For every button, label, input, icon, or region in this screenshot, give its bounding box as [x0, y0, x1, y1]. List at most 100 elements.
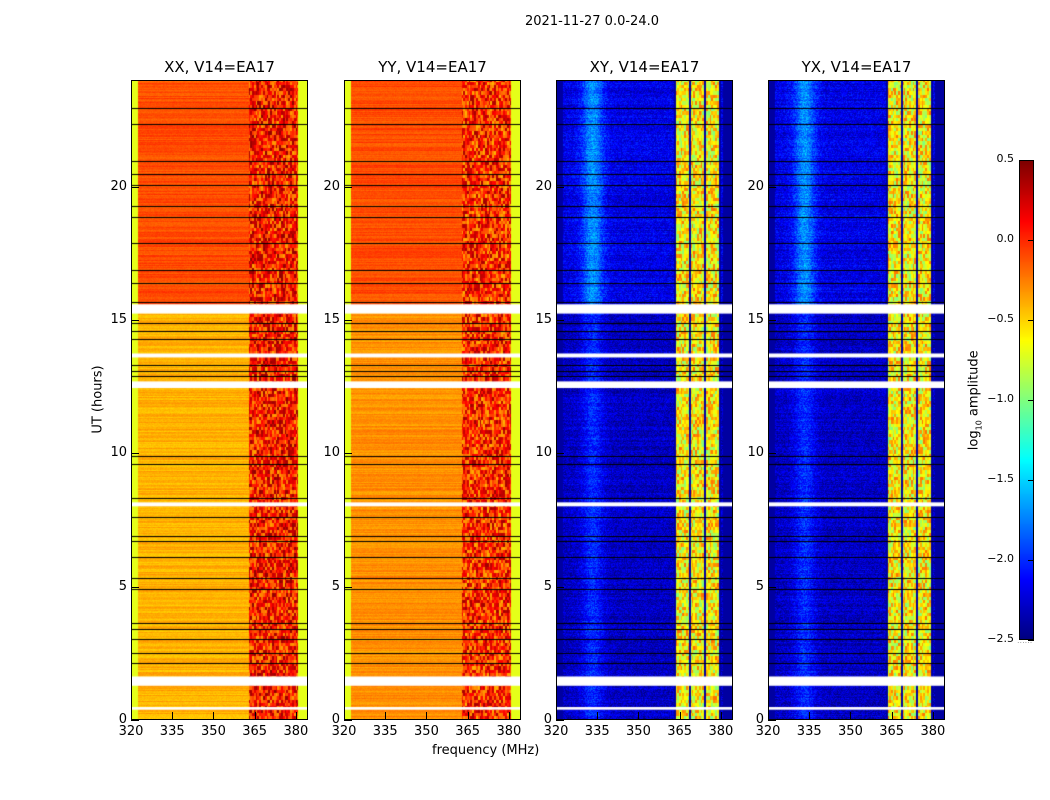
heatmap-image [132, 81, 307, 719]
x-tick-mark [932, 712, 934, 720]
x-tick-label: 335 [796, 724, 822, 739]
y-tick-label: 20 [747, 178, 764, 194]
heatmap-image [769, 81, 944, 719]
colorbar-tick-mark [1028, 400, 1034, 401]
y-tick-mark [344, 720, 352, 721]
y-tick-mark [131, 720, 139, 721]
colorbar-tick-mark [1028, 640, 1034, 641]
colorbar-tick-label: −2.0 [987, 552, 1014, 565]
x-tick-label: 350 [626, 724, 651, 739]
colorbar-tick-label: −1.0 [987, 392, 1014, 405]
x-tick-mark [720, 712, 722, 720]
x-tick-mark [254, 712, 256, 720]
x-tick-mark [213, 712, 215, 720]
y-tick-mark [131, 186, 139, 188]
x-tick-label: 350 [201, 724, 226, 739]
x-tick-mark [638, 712, 640, 720]
colorbar-tick-label: −2.5 [987, 632, 1014, 645]
x-tick-label: 350 [414, 724, 439, 739]
x-tick-mark [556, 712, 557, 720]
colorbar-extend-marker: ...... [1017, 636, 1033, 645]
heatmap-panel [131, 80, 308, 720]
x-tick-label: 320 [118, 724, 144, 739]
colorbar-tick-label: 0.0 [996, 232, 1015, 245]
y-tick-label: 15 [110, 312, 127, 327]
y-tick-label: 5 [755, 578, 764, 594]
x-tick-mark [295, 712, 297, 720]
y-tick-mark [556, 186, 564, 188]
colorbar-tick-mark [1028, 560, 1034, 561]
x-tick-mark [385, 712, 387, 720]
x-tick-mark [597, 712, 599, 720]
y-tick-label: 10 [535, 445, 552, 461]
x-tick-mark [768, 712, 769, 720]
colorbar-tick-mark [1028, 240, 1034, 241]
y-tick-label: 10 [323, 445, 340, 461]
heatmap-panel [556, 80, 733, 720]
x-tick-mark [508, 712, 510, 720]
y-tick-mark [344, 320, 352, 321]
y-tick-mark [556, 720, 564, 721]
y-tick-label: 10 [747, 445, 764, 461]
y-tick-mark [768, 453, 776, 455]
x-tick-label: 335 [159, 724, 185, 739]
y-tick-label: 5 [118, 578, 127, 594]
x-tick-label: 320 [331, 724, 357, 739]
panel-title: XX, V14=EA17 [164, 58, 275, 76]
x-tick-mark [467, 712, 469, 720]
colorbar-tick-mark [1028, 160, 1034, 161]
x-tick-label: 365 [667, 724, 693, 739]
x-tick-mark [426, 712, 428, 720]
heatmap-panel [344, 80, 521, 720]
y-tick-label: 20 [535, 178, 552, 194]
x-tick-label: 335 [372, 724, 398, 739]
colorbar-tick-label: 0.5 [996, 152, 1015, 165]
y-tick-mark [344, 186, 352, 188]
x-tick-label: 335 [584, 724, 610, 739]
figure-suptitle: 2021-11-27 0.0-24.0 [525, 14, 659, 29]
y-tick-mark [556, 586, 564, 588]
y-tick-mark [556, 453, 564, 455]
y-tick-mark [344, 453, 352, 455]
x-tick-label: 320 [755, 724, 781, 739]
y-tick-label: 10 [110, 445, 127, 461]
y-tick-label: 0 [755, 712, 764, 727]
heatmap-panel [768, 80, 945, 720]
x-tick-mark [172, 712, 174, 720]
heatmap-image [557, 81, 732, 719]
x-tick-label: 320 [543, 724, 569, 739]
x-tick-mark [891, 712, 893, 720]
y-tick-label: 20 [110, 178, 127, 194]
x-tick-label: 365 [242, 724, 268, 739]
y-tick-label: 15 [747, 312, 764, 327]
x-tick-mark [131, 712, 132, 720]
x-tick-mark [809, 712, 811, 720]
panel-title: YX, V14=EA17 [801, 58, 912, 76]
panel-title: YY, V14=EA17 [378, 58, 487, 76]
colorbar-tick-mark [1028, 320, 1034, 321]
y-tick-label: 5 [543, 578, 552, 594]
y-tick-mark [131, 320, 139, 321]
x-axis-label: frequency (MHz) [432, 743, 540, 758]
y-tick-label: 20 [323, 178, 340, 194]
y-axis-label: UT (hours) [90, 365, 106, 434]
x-tick-label: 380 [496, 724, 522, 739]
y-tick-mark [556, 320, 564, 321]
x-tick-label: 365 [879, 724, 905, 739]
heatmap-image [345, 81, 520, 719]
y-tick-label: 15 [535, 312, 552, 327]
y-tick-label: 0 [331, 712, 340, 727]
x-tick-label: 380 [283, 724, 309, 739]
x-tick-mark [850, 712, 852, 720]
y-tick-mark [768, 720, 776, 721]
colorbar-tick-label: −0.5 [987, 312, 1014, 325]
x-tick-mark [344, 712, 345, 720]
y-tick-label: 0 [543, 712, 552, 727]
x-tick-label: 365 [455, 724, 481, 739]
y-tick-mark [768, 186, 776, 188]
x-tick-label: 380 [920, 724, 946, 739]
y-tick-mark [344, 586, 352, 588]
y-tick-mark [131, 453, 139, 455]
x-tick-label: 350 [838, 724, 863, 739]
